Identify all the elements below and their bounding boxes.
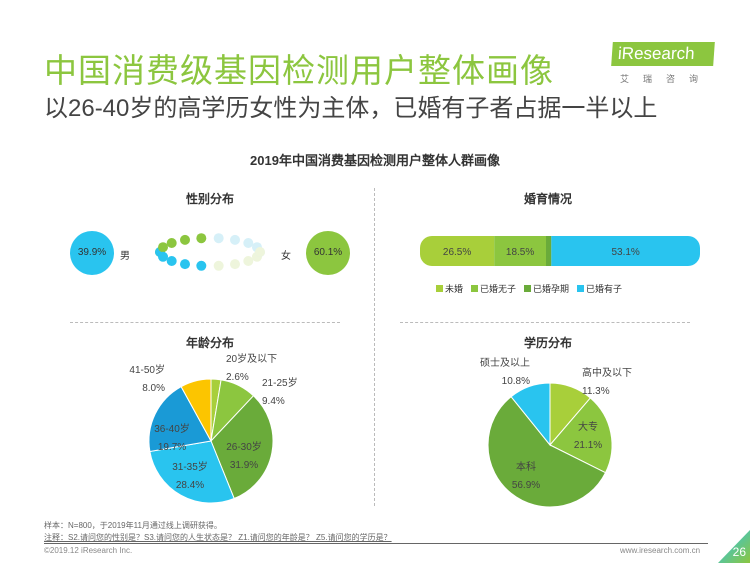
- legend-swatch: [471, 285, 479, 292]
- pie-slice: [148, 385, 212, 453]
- pictogram-dot: [180, 234, 190, 245]
- pie-slice: [510, 382, 551, 447]
- chart-title: 2019年中国消费基因检测用户整体人群画像: [250, 153, 500, 168]
- pie-value-label: 19.7%: [158, 442, 186, 453]
- pie-value-label: 21.1%: [574, 440, 602, 451]
- legend-swatch: [524, 285, 532, 292]
- copyright: ©2019.12 iResearch Inc.: [44, 546, 133, 555]
- divider: [374, 188, 375, 506]
- gender-title: 性别分布: [185, 192, 234, 206]
- page-title: 中国消费级基因检测用户整体画像: [44, 52, 554, 89]
- divider: [70, 322, 340, 323]
- pictogram-dot: [158, 242, 169, 253]
- pictogram-dot: [180, 259, 190, 270]
- pie-value-label: 2.6%: [226, 372, 249, 383]
- gender-pictogram: [155, 233, 265, 271]
- pie-slice: [210, 395, 274, 500]
- pie-slice: [487, 396, 607, 508]
- female-label: 女: [281, 251, 291, 262]
- age-title: 年龄分布: [185, 336, 234, 350]
- bar-segment: [420, 236, 495, 266]
- pie-slice: [549, 397, 613, 474]
- pie-charts: 20岁及以下 2.6% 21-25岁 9.4% 26-30岁 31.9% 31-35岁 28.…: [129, 352, 632, 508]
- pie-value-label: 8.0%: [142, 383, 165, 394]
- pictogram-dot: [230, 259, 240, 270]
- pictogram-dot: [213, 260, 224, 271]
- divider: [400, 322, 690, 323]
- pie-category-label: 高中及以下: [582, 366, 632, 379]
- pie-category-label: 21-25岁: [262, 376, 298, 389]
- legend-item: 已婚孕期: [524, 284, 569, 294]
- marriage-title: 婚育情况: [523, 192, 572, 206]
- pie-value-label: 11.3%: [582, 386, 610, 397]
- website: www.iresearch.com.cn: [620, 546, 701, 555]
- bar-label: 53.1%: [611, 247, 639, 258]
- bar-label: 18.5%: [506, 247, 534, 258]
- pie-value-label: 31.9%: [230, 460, 258, 471]
- page-subtitle: 以26-40岁的高学历女性为主体，已婚有子者占据一半以上: [44, 95, 658, 122]
- pictogram-dot: [230, 234, 240, 245]
- pie-category-label: 本科: [516, 460, 536, 473]
- bar-label: 26.5%: [443, 247, 471, 258]
- marriage-legend: 未婚 已婚无子 已婚孕期 已婚有子: [436, 282, 630, 295]
- pictogram-dot: [196, 260, 207, 271]
- pie-slice: [149, 440, 235, 504]
- marriage-bar: 26.5% 18.5% 53.1%: [420, 236, 700, 266]
- page-number: 26: [718, 530, 750, 563]
- bar-segment: [546, 236, 552, 266]
- pictogram-dot: [213, 233, 224, 244]
- footer-line: [44, 543, 708, 544]
- pie-category-label: 26-30岁: [226, 440, 262, 453]
- pie-category-label: 31-35岁: [172, 460, 208, 473]
- legend-item: 已婚无子: [471, 284, 516, 294]
- bar-segment: [494, 236, 546, 266]
- bar-segment: [551, 236, 700, 266]
- pie-slice: [180, 378, 212, 442]
- pie-category-label: 硕士及以上: [480, 356, 530, 369]
- pie-value-label: 56.9%: [512, 480, 540, 491]
- edu-title: 学历分布: [523, 336, 572, 350]
- male-label: 男: [120, 251, 130, 262]
- pictogram-dot: [158, 251, 169, 262]
- pie-value-label: 9.4%: [262, 396, 285, 407]
- legend-item: 已婚有子: [577, 284, 622, 294]
- pictogram-dot: [166, 238, 177, 249]
- pictogram-dot: [243, 255, 254, 266]
- male-bubble: 39.9%: [70, 231, 114, 275]
- page-number-text: 26: [732, 545, 746, 559]
- pictogram-dot: [166, 255, 177, 266]
- pie-value-label: 10.8%: [502, 376, 530, 387]
- pie-value-label: 28.4%: [176, 480, 204, 491]
- pictogram-dot: [196, 233, 207, 244]
- legend-item: 未婚: [436, 284, 463, 294]
- legend-swatch: [577, 285, 585, 292]
- female-bubble: 60.1%: [306, 231, 350, 275]
- footnote-sample: 样本：N=800，于2019年11月通过线上调研获得。: [44, 521, 222, 530]
- pie-category-label: 20岁及以下: [226, 352, 277, 365]
- pie-category-label: 36-40岁: [154, 422, 190, 435]
- pie-category-label: 大专: [578, 420, 598, 433]
- pie-category-label: 41-50岁: [129, 363, 165, 376]
- pictogram-dot: [255, 247, 265, 257]
- legend-swatch: [436, 285, 443, 292]
- logo: iResearch: [611, 42, 715, 66]
- logo-subtext: 艾瑞咨询: [620, 74, 713, 84]
- footnote-note: 注释：S2.请问您的性别是？S3.请问您的人生状态是？ Z1.请问您的年龄是？ …: [44, 533, 392, 542]
- pictogram-dot: [243, 238, 254, 249]
